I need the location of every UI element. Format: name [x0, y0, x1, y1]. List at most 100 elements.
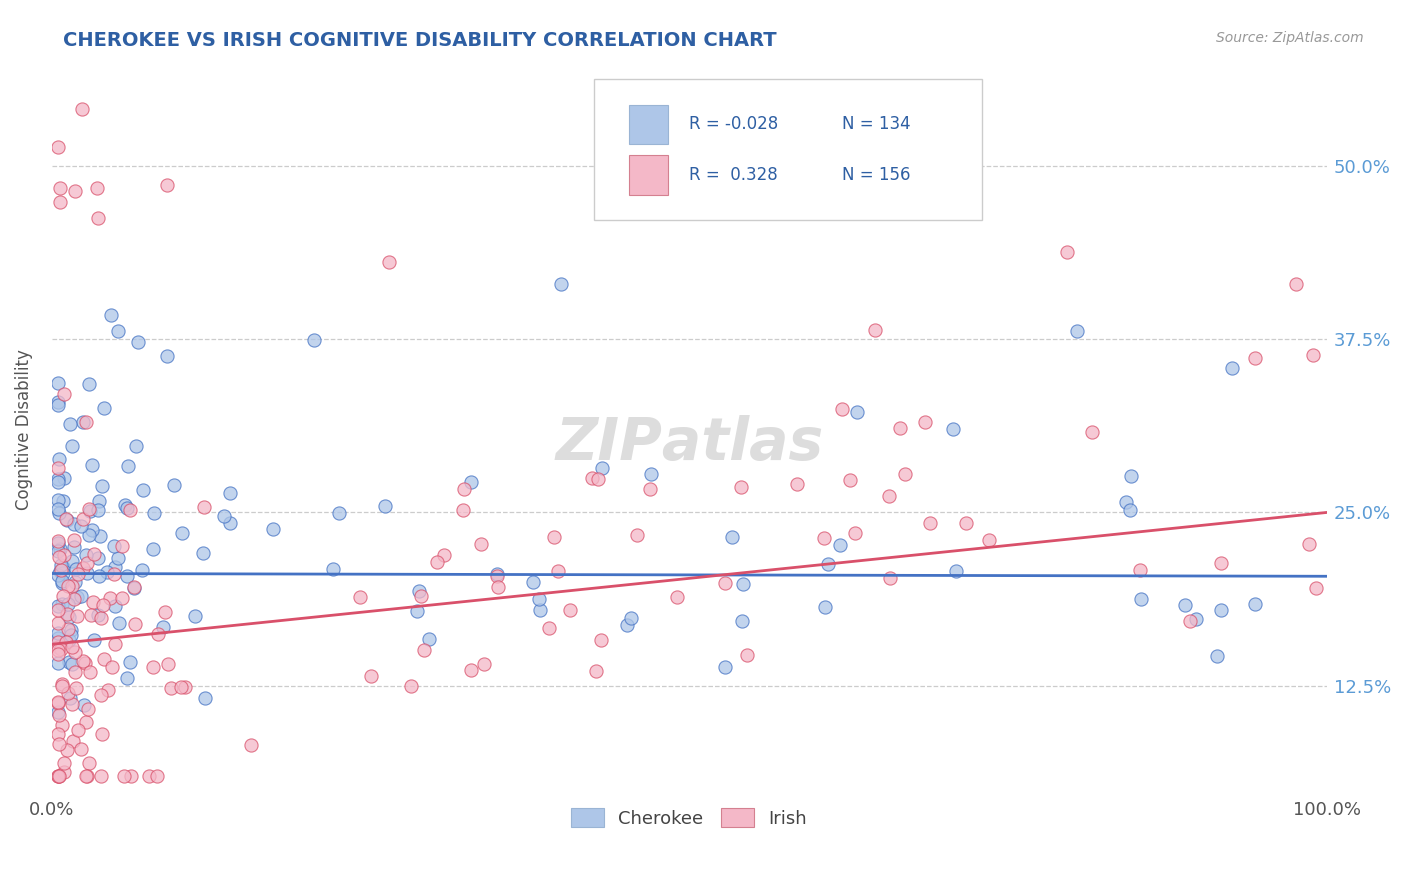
Point: [49, 180, 72, 194]
Point: [96, 565, 118, 579]
Point: [426, 555, 449, 569]
Point: [67, 567, 90, 582]
Point: [942, 422, 965, 436]
Point: [60, 554, 83, 568]
Point: [115, 569, 138, 583]
Point: [52, 470, 75, 484]
Point: [132, 483, 155, 497]
Point: [735, 648, 758, 662]
Point: [328, 506, 350, 520]
Point: [83, 547, 105, 561]
Point: [170, 526, 193, 541]
Point: [240, 738, 263, 752]
Point: [721, 530, 744, 544]
Point: [460, 664, 482, 678]
Point: [405, 604, 427, 618]
Point: [55, 634, 77, 648]
Point: [51, 598, 73, 612]
Point: [87, 569, 110, 583]
Point: [46, 533, 69, 548]
Point: [108, 615, 131, 630]
Point: [51, 574, 73, 588]
Point: [55, 743, 77, 757]
Point: [56, 513, 79, 527]
Point: [620, 611, 643, 625]
Point: [79, 504, 101, 518]
Point: [48, 769, 70, 783]
Point: [412, 643, 434, 657]
Point: [46, 695, 69, 709]
Point: [46, 616, 69, 631]
Point: [52, 566, 75, 580]
Point: [98, 591, 121, 606]
Point: [63, 575, 86, 590]
Point: [76, 566, 98, 580]
Point: [103, 566, 125, 581]
Point: [112, 769, 135, 783]
Point: [1302, 347, 1324, 361]
Point: [914, 415, 936, 429]
Point: [90, 479, 112, 493]
Point: [51, 576, 73, 591]
Point: [46, 696, 69, 710]
Point: [638, 482, 661, 496]
Point: [142, 660, 165, 674]
Point: [51, 558, 73, 572]
Point: [839, 473, 862, 487]
Point: [453, 482, 475, 496]
Point: [640, 467, 662, 481]
Point: [48, 626, 70, 640]
Point: [56, 607, 79, 622]
Point: [83, 633, 105, 648]
Point: [66, 609, 89, 624]
Point: [845, 405, 868, 419]
Point: [1066, 324, 1088, 338]
Point: [46, 705, 69, 719]
Point: [60, 657, 83, 671]
Point: [120, 655, 142, 669]
Point: [138, 769, 160, 783]
Point: [52, 589, 75, 603]
Point: [76, 769, 98, 783]
Point: [115, 671, 138, 685]
Text: Source: ZipAtlas.com: Source: ZipAtlas.com: [1216, 31, 1364, 45]
Point: [418, 632, 440, 646]
Point: [72, 560, 94, 574]
Point: [46, 460, 69, 475]
Point: [460, 475, 482, 489]
Point: [486, 580, 509, 594]
Point: [1115, 495, 1137, 509]
Point: [529, 603, 551, 617]
Point: [58, 610, 80, 624]
Point: [87, 503, 110, 517]
Point: [1243, 351, 1265, 366]
Point: [120, 769, 142, 783]
Point: [142, 541, 165, 556]
Point: [626, 528, 648, 542]
Point: [111, 591, 134, 605]
Point: [59, 690, 82, 705]
Point: [70, 589, 93, 603]
Point: [59, 623, 82, 637]
Point: [58, 633, 80, 648]
Point: [46, 599, 69, 613]
Point: [48, 550, 70, 565]
Point: [218, 516, 240, 530]
Point: [46, 635, 69, 649]
Point: [76, 549, 98, 563]
Point: [616, 618, 638, 632]
Point: [51, 676, 73, 690]
Point: [70, 102, 93, 116]
Text: CHEROKEE VS IRISH COGNITIVE DISABILITY CORRELATION CHART: CHEROKEE VS IRISH COGNITIVE DISABILITY C…: [63, 31, 778, 50]
Text: R =  0.328: R = 0.328: [689, 166, 778, 184]
Point: [46, 769, 69, 783]
Point: [117, 458, 139, 473]
Point: [60, 579, 83, 593]
Point: [470, 537, 492, 551]
Point: [124, 616, 146, 631]
Point: [46, 536, 69, 550]
Point: [48, 452, 70, 467]
Point: [148, 626, 170, 640]
Point: [46, 544, 69, 558]
Point: [1206, 648, 1229, 663]
